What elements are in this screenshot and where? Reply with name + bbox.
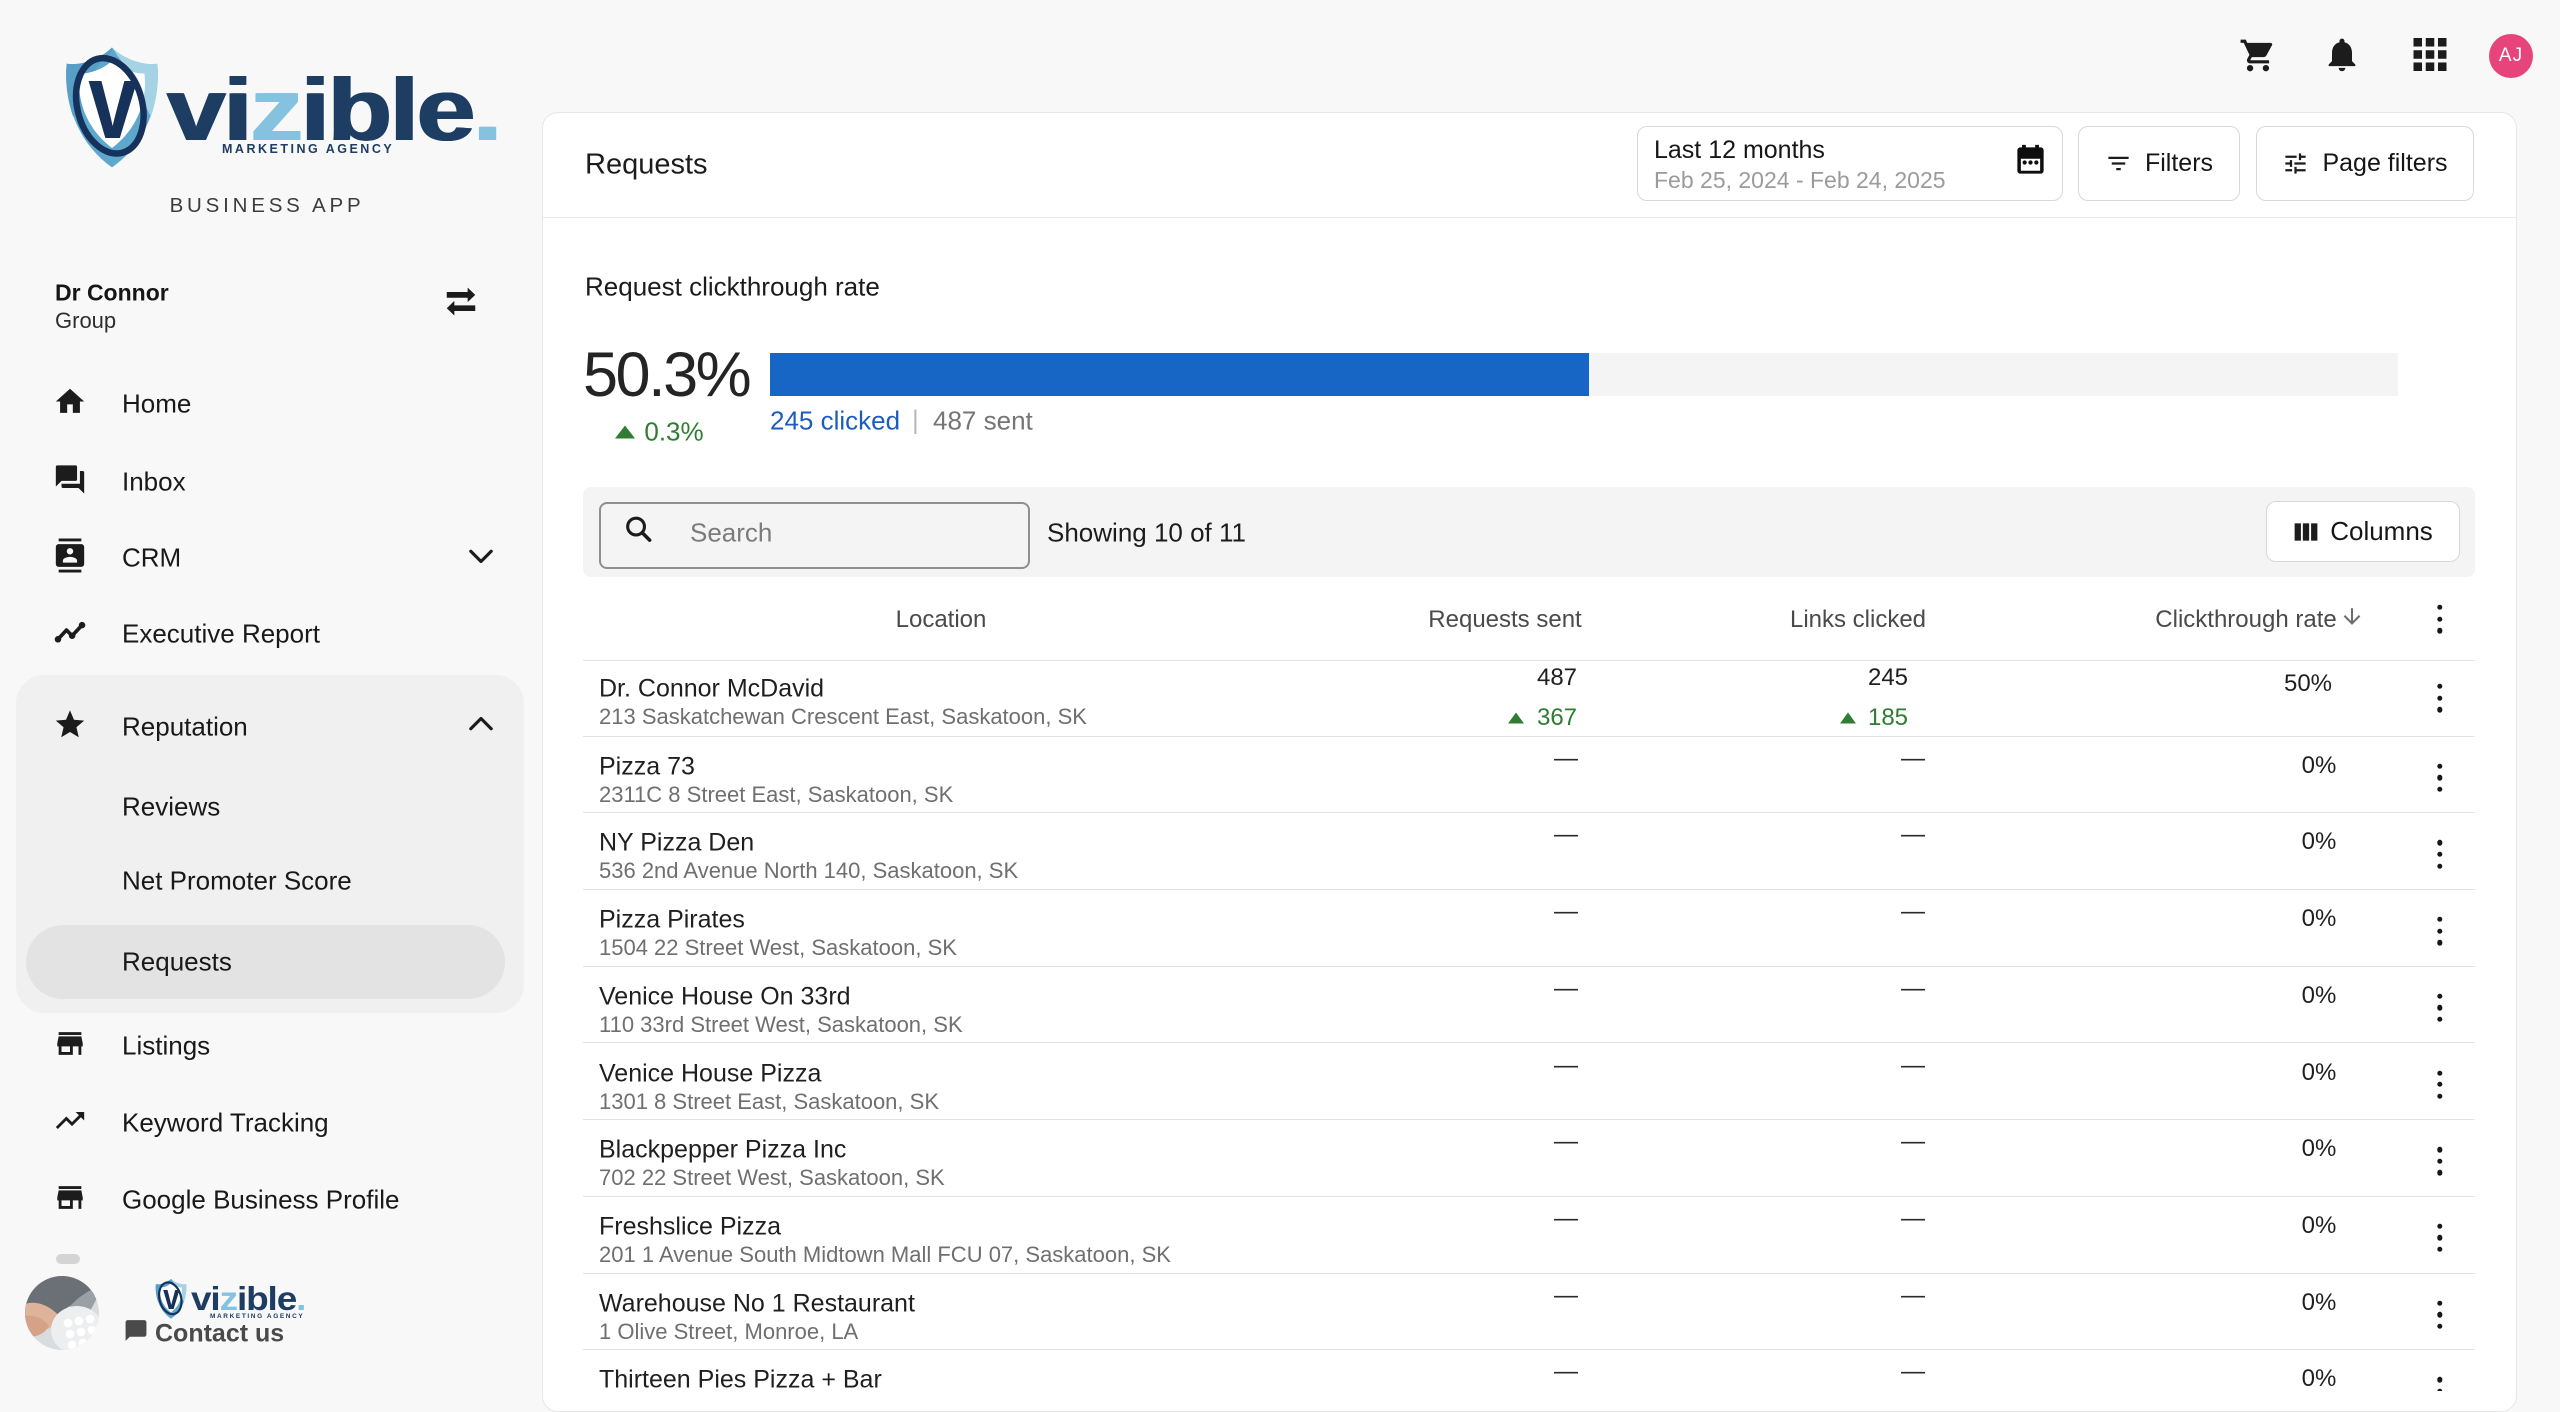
svg-text:v: v (163, 1278, 180, 1317)
svg-text:v: v (88, 45, 137, 161)
